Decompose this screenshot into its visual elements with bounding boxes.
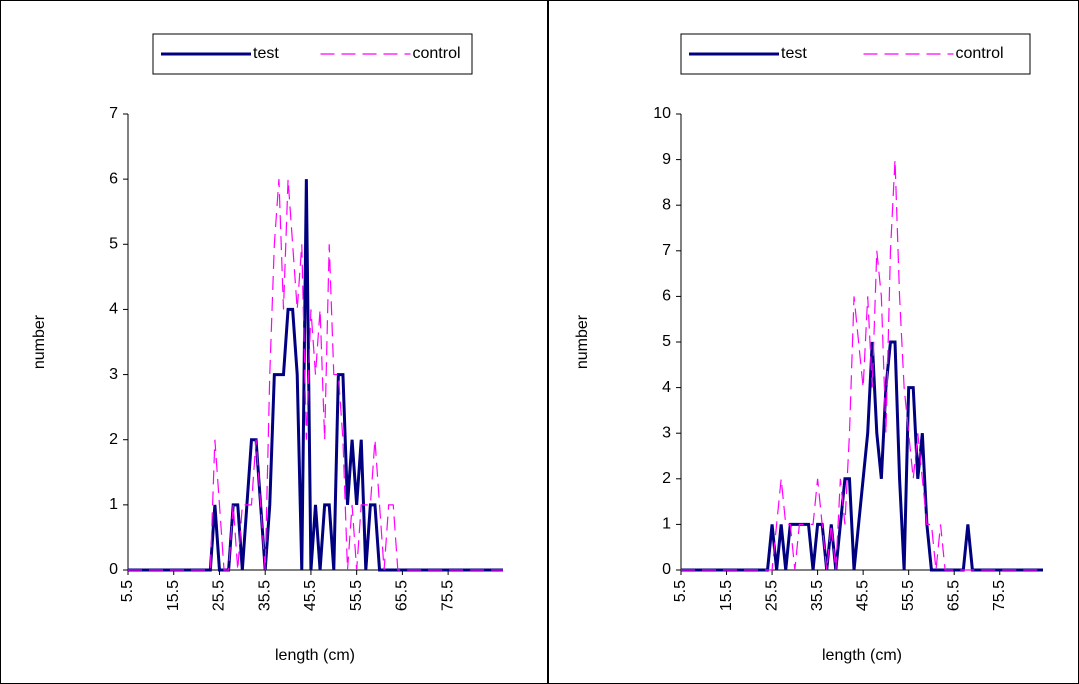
- x-axis-label: length (cm): [822, 647, 902, 664]
- legend-label: control: [956, 45, 1004, 62]
- y-tick-label: 1: [662, 516, 671, 533]
- x-axis-label: length (cm): [275, 647, 355, 664]
- x-tick-label: 25.5: [763, 580, 780, 611]
- x-tick-label: 35.5: [809, 580, 826, 611]
- x-tick-label: 45.5: [302, 580, 319, 611]
- x-tick-label: 25.5: [211, 580, 228, 611]
- x-tick-label: 75.5: [439, 580, 456, 611]
- plot-area: [128, 114, 503, 570]
- y-tick-label: 5: [662, 333, 671, 350]
- y-tick-label: 5: [109, 236, 118, 253]
- legend-label: test: [253, 45, 279, 62]
- y-tick-label: 6: [109, 170, 118, 187]
- y-tick-label: 3: [662, 424, 671, 441]
- x-tick-label: 5.5: [672, 580, 689, 602]
- y-axis-label: number: [31, 314, 48, 369]
- x-tick-label: 65.5: [945, 580, 962, 611]
- y-tick-label: 0: [109, 561, 118, 578]
- legend-label: test: [781, 45, 807, 62]
- y-tick-label: 8: [662, 196, 671, 213]
- y-tick-label: 2: [662, 470, 671, 487]
- series-line: [681, 159, 1043, 571]
- y-tick-label: 10: [653, 105, 671, 122]
- y-tick-label: 3: [109, 366, 118, 383]
- x-tick-label: 45.5: [854, 580, 871, 611]
- y-tick-label: 0: [662, 561, 671, 578]
- y-tick-label: 4: [109, 301, 118, 318]
- y-axis-label: number: [574, 314, 591, 369]
- y-tick-label: 2: [109, 431, 118, 448]
- x-tick-label: 15.5: [165, 580, 182, 611]
- y-tick-label: 4: [662, 379, 671, 396]
- y-tick-label: 9: [662, 151, 671, 168]
- x-tick-label: 5.5: [119, 580, 136, 602]
- y-tick-label: 6: [662, 288, 671, 305]
- x-tick-label: 55.5: [348, 580, 365, 611]
- series-line: [128, 179, 503, 571]
- y-tick-label: 7: [109, 105, 118, 122]
- y-tick-label: 1: [109, 496, 118, 513]
- series-line: [681, 340, 1043, 572]
- x-tick-label: 35.5: [256, 580, 273, 611]
- x-tick-label: 65.5: [394, 580, 411, 611]
- legend-label: control: [413, 45, 461, 62]
- x-tick-label: 15.5: [718, 580, 735, 611]
- x-tick-label: 75.5: [991, 580, 1008, 611]
- y-tick-label: 7: [662, 242, 671, 259]
- series-line: [128, 179, 503, 572]
- x-tick-label: 55.5: [900, 580, 917, 611]
